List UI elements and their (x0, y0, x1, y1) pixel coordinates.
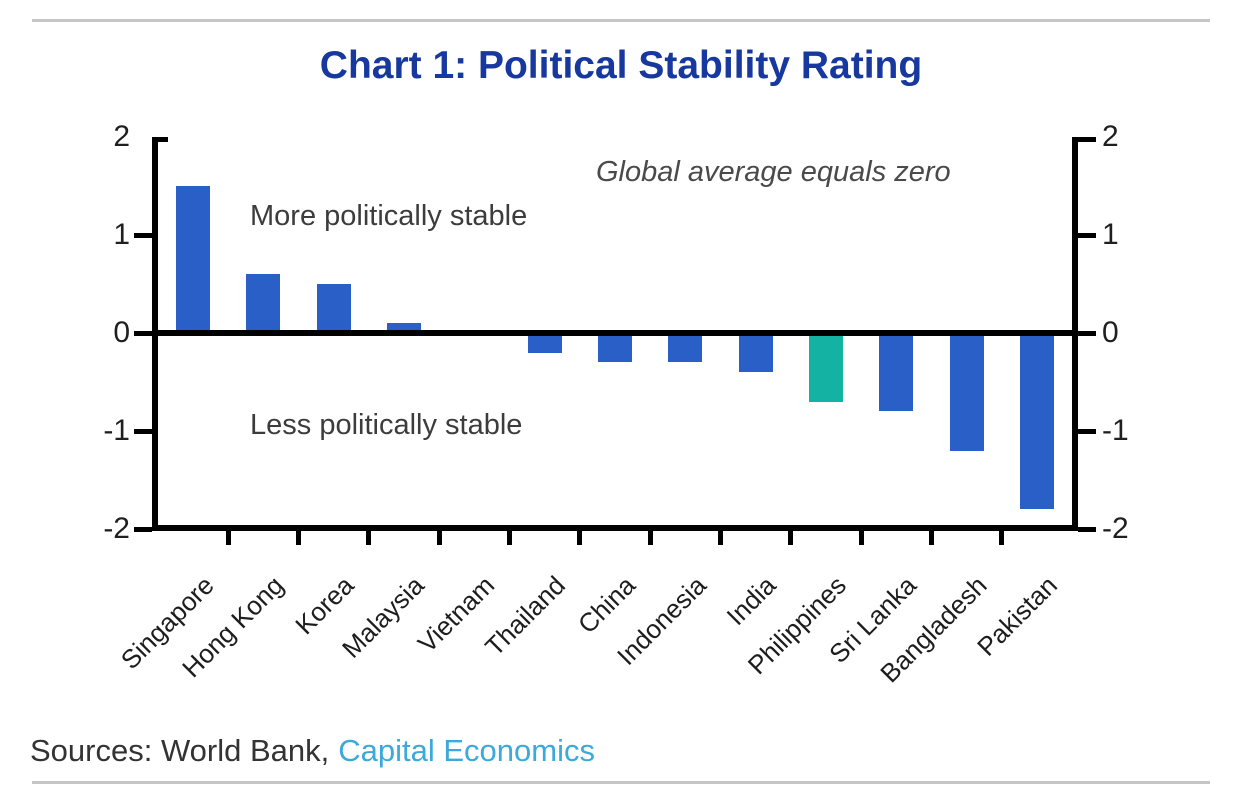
y-tick-right-0 (1078, 330, 1096, 336)
annotation-less-stable: Less politically stable (250, 409, 523, 441)
bar-indonesia (668, 333, 703, 363)
y-tick-left--2 (134, 526, 152, 532)
y-tick-left-1 (134, 232, 152, 238)
bar-philippines (808, 333, 843, 402)
capital-economics-link[interactable]: Capital Economics (338, 733, 595, 768)
annotation-global-average: Global average equals zero (596, 156, 951, 188)
bar-korea (316, 284, 351, 333)
chart-title: Chart 1: Political Stability Rating (319, 44, 923, 87)
y-axis-label-left-2: 2 (113, 120, 130, 153)
plot-area: More politically stable Less politically… (134, 137, 1096, 545)
x-tick-2 (296, 525, 302, 545)
y-tick-right-1 (1078, 232, 1096, 238)
zero-baseline (152, 330, 1078, 336)
x-tick-11 (928, 525, 934, 545)
y-axis-label-left-1: 1 (113, 218, 130, 251)
x-axis-label-text-india: India (720, 570, 782, 632)
bar-bangladesh (949, 333, 984, 451)
x-tick-5 (507, 525, 513, 545)
x-tick-8 (717, 525, 723, 545)
bar-sri-lanka (879, 333, 914, 412)
y-tick-right--1 (1078, 428, 1096, 434)
bar-singapore (176, 186, 211, 333)
y-axis-label-right--1: -1 (1102, 414, 1129, 447)
sources-line: Sources: World Bank, Capital Economics (30, 733, 595, 769)
y-axis-label-right--2: -2 (1102, 512, 1129, 545)
y-axis-label-right-1: 1 (1102, 218, 1119, 251)
y-tick-right-2 (1078, 137, 1096, 142)
x-tick-4 (436, 525, 442, 545)
y-axis-label-right-2: 2 (1102, 120, 1119, 153)
x-tick-10 (858, 525, 864, 545)
y-axis-label-right-0: 0 (1102, 316, 1119, 349)
bar-india (738, 333, 773, 373)
x-tick-3 (366, 525, 372, 545)
y-axis-label-left-0: 0 (113, 316, 130, 349)
x-tick-6 (577, 525, 583, 545)
x-tick-7 (647, 525, 653, 545)
top-divider (32, 19, 1210, 22)
bar-malaysia (387, 323, 422, 333)
y-tick-left--1 (134, 428, 152, 434)
x-tick-12 (999, 525, 1005, 545)
y-axis-label-left--1: -1 (103, 414, 130, 447)
sources-prefix: Sources: World Bank, (30, 733, 330, 768)
bottom-divider (32, 781, 1210, 784)
x-tick-9 (788, 525, 794, 545)
y-tick-left-0 (134, 330, 152, 336)
bar-thailand (527, 333, 562, 353)
bar-hong-kong (246, 274, 281, 333)
y-tick-left-2 (152, 137, 168, 142)
bar-china (598, 333, 632, 363)
y-tick-right--2 (1078, 526, 1096, 532)
y-axis-label-left--2: -2 (103, 512, 130, 545)
annotation-more-stable: More politically stable (250, 200, 528, 232)
bar-pakistan (1019, 333, 1054, 510)
x-tick-1 (225, 525, 231, 545)
